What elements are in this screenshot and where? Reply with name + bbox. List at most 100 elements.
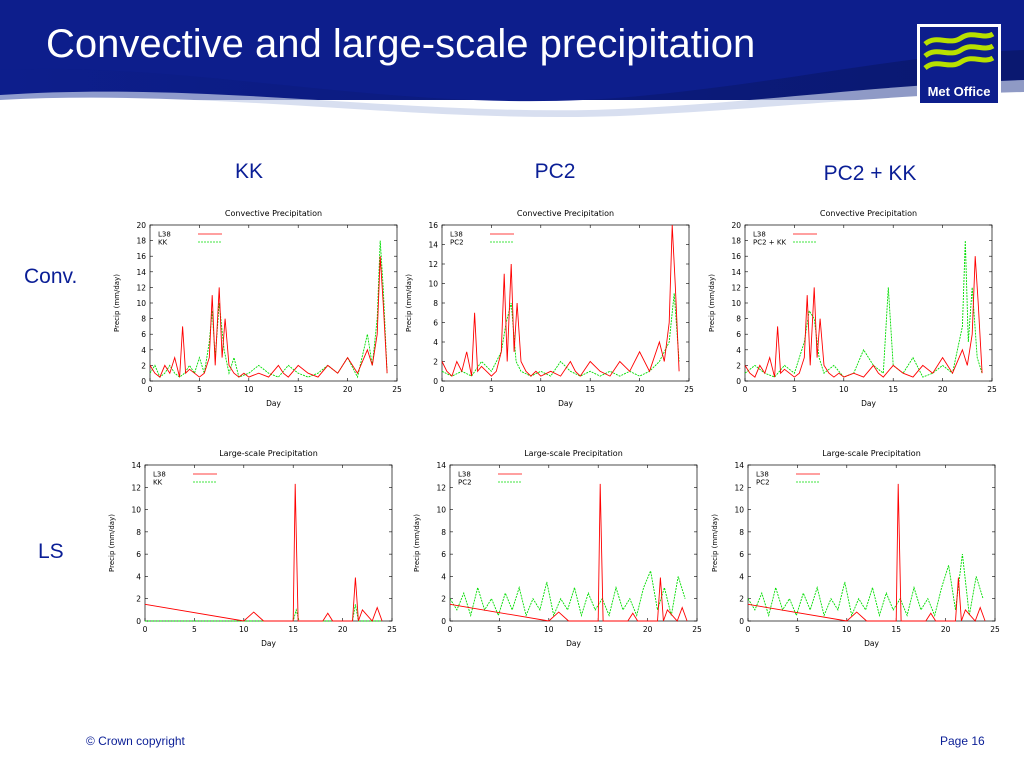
x-tick-label: 15 xyxy=(293,385,303,394)
y-tick-label: 14 xyxy=(731,268,741,277)
y-tick-label: 0 xyxy=(441,617,446,626)
y-tick-label: 6 xyxy=(739,550,744,559)
x-tick-label: 0 xyxy=(440,385,445,394)
y-axis-label: Precip (mm/day) xyxy=(708,274,716,332)
slide-title: Convective and large-scale precipitation xyxy=(46,22,756,66)
footer-page-number: Page 16 xyxy=(940,734,985,748)
x-tick-label: 20 xyxy=(343,385,353,394)
series-line-l38 xyxy=(149,256,388,378)
x-axis-label: Day xyxy=(566,639,581,648)
x-tick-label: 15 xyxy=(585,385,595,394)
y-tick-label: 12 xyxy=(136,283,146,292)
x-tick-label: 10 xyxy=(842,625,852,634)
y-axis-label: Precip (mm/day) xyxy=(405,274,413,332)
y-tick-label: 2 xyxy=(141,361,146,370)
logo-text: Met Office xyxy=(928,84,991,99)
y-tick-label: 10 xyxy=(734,506,744,515)
y-tick-label: 14 xyxy=(136,268,146,277)
x-axis-label: Day xyxy=(266,399,281,408)
chart-title: Large-scale Precipitation xyxy=(524,449,623,458)
chart-conv-kk: Convective Precipitation 0 2 4 6 8 10 12 14 16 18 2… xyxy=(105,203,405,413)
y-tick-label: 6 xyxy=(136,550,141,559)
plot-frame xyxy=(744,224,993,382)
y-tick-label: 6 xyxy=(141,330,146,339)
series-line-comparison xyxy=(149,240,388,379)
series-line-l38 xyxy=(144,483,383,622)
y-tick-label: 8 xyxy=(739,528,744,537)
y-tick-label: 4 xyxy=(136,572,141,581)
y-axis-label: Precip (mm/day) xyxy=(108,514,116,572)
y-tick-label: 0 xyxy=(736,377,741,386)
plot-frame xyxy=(449,464,698,622)
chart-svg: Convective Precipitation 0 2 4 6 8 10 12 14 16 18 2… xyxy=(113,209,402,408)
x-tick-label: 0 xyxy=(746,625,751,634)
legend-label: L38 xyxy=(756,471,769,479)
y-tick-label: 2 xyxy=(136,595,141,604)
x-tick-label: 20 xyxy=(338,625,348,634)
chart-ls-pc2: Large-scale Precipitation 0 2 4 6 8 10 12 14 0 5 10… xyxy=(405,443,705,653)
x-tick-label: 10 xyxy=(244,385,254,394)
x-axis-label: Day xyxy=(861,399,876,408)
y-tick-label: 10 xyxy=(131,506,141,515)
y-tick-label: 4 xyxy=(441,572,446,581)
legend-label: L38 xyxy=(158,231,171,239)
series-line-l38 xyxy=(441,224,680,377)
chart-svg: Large-scale Precipitation 0 2 4 6 8 10 12 14 0 5 10… xyxy=(711,449,1000,648)
column-heading-pc2-kk: PC2 + KK xyxy=(823,162,917,185)
x-tick-label: 0 xyxy=(743,385,748,394)
x-tick-label: 10 xyxy=(239,625,249,634)
y-tick-label: 6 xyxy=(433,319,438,328)
plot-frame xyxy=(747,464,996,622)
y-tick-label: 4 xyxy=(736,346,741,355)
y-axis-label: Precip (mm/day) xyxy=(113,274,121,332)
x-tick-label: 10 xyxy=(839,385,849,394)
x-tick-label: 15 xyxy=(888,385,898,394)
row-heading-convective: Conv. xyxy=(24,265,78,288)
legend-label: PC2 xyxy=(450,239,464,247)
y-tick-label: 20 xyxy=(136,221,146,230)
chart-title: Convective Precipitation xyxy=(225,209,322,218)
chart-ls-kk: Large-scale Precipitation 0 2 4 6 8 10 12 14 0 5 10… xyxy=(100,443,400,653)
y-tick-label: 0 xyxy=(739,617,744,626)
y-tick-label: 0 xyxy=(136,617,141,626)
x-axis-label: Day xyxy=(864,639,879,648)
x-tick-label: 25 xyxy=(684,385,694,394)
y-tick-label: 2 xyxy=(433,358,438,367)
x-tick-label: 25 xyxy=(987,385,997,394)
plot-frame xyxy=(149,224,398,382)
column-heading-kk: KK xyxy=(234,160,263,183)
y-tick-label: 8 xyxy=(736,315,741,324)
legend-label: PC2 xyxy=(756,479,770,487)
chart-conv-pc2-kk: Convective Precipitation 0 2 4 6 8 10 12 14 16 18 2… xyxy=(700,203,1000,413)
y-tick-label: 4 xyxy=(141,346,146,355)
y-tick-label: 6 xyxy=(736,330,741,339)
y-tick-label: 16 xyxy=(428,221,438,230)
x-tick-label: 0 xyxy=(148,385,153,394)
y-tick-label: 14 xyxy=(131,461,141,470)
y-axis-label: Precip (mm/day) xyxy=(711,514,719,572)
y-tick-label: 6 xyxy=(441,550,446,559)
x-tick-label: 25 xyxy=(387,625,397,634)
y-tick-label: 10 xyxy=(428,280,438,289)
y-tick-label: 12 xyxy=(428,260,438,269)
y-tick-label: 14 xyxy=(734,461,744,470)
legend-label: L38 xyxy=(753,231,766,239)
y-axis-label: Precip (mm/day) xyxy=(413,514,421,572)
plot-frame xyxy=(144,464,393,622)
chart-svg: Convective Precipitation 0 2 4 6 8 10 12 14 16 18 2… xyxy=(708,209,997,408)
x-tick-label: 20 xyxy=(643,625,653,634)
y-tick-label: 10 xyxy=(731,299,741,308)
title-banner xyxy=(0,0,1024,130)
y-tick-label: 4 xyxy=(739,572,744,581)
chart-svg: Large-scale Precipitation 0 2 4 6 8 10 12 14 0 5 10… xyxy=(413,449,702,648)
legend-label: L38 xyxy=(153,471,166,479)
y-tick-label: 10 xyxy=(136,299,146,308)
y-tick-label: 2 xyxy=(739,595,744,604)
y-tick-label: 12 xyxy=(734,483,744,492)
y-tick-label: 16 xyxy=(136,252,146,261)
y-tick-label: 12 xyxy=(436,483,446,492)
x-tick-label: 20 xyxy=(941,625,951,634)
y-tick-label: 14 xyxy=(436,461,446,470)
legend-label: KK xyxy=(158,239,168,247)
chart-title: Large-scale Precipitation xyxy=(219,449,318,458)
